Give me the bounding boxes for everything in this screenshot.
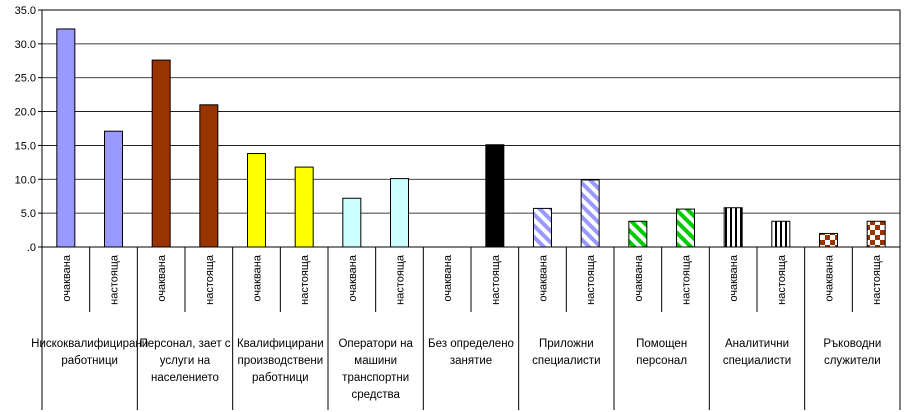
- y-tick-label: 30.0: [15, 39, 36, 51]
- sub-category-label: настояща: [871, 254, 883, 305]
- sub-category-label: очаквана: [728, 254, 740, 301]
- gridlines: [42, 9, 900, 214]
- bar: [56, 28, 76, 248]
- group-label: производствени: [237, 355, 323, 367]
- bar: [533, 207, 552, 248]
- group-label: средства: [351, 389, 400, 401]
- bar: [580, 179, 600, 248]
- y-tick-label: 20.0: [15, 107, 36, 119]
- bar: [390, 178, 409, 248]
- group-label: занятие: [450, 355, 492, 367]
- group-label: машини: [354, 355, 397, 367]
- sub-category-label: очаквана: [633, 254, 645, 301]
- sub-category-label: настояща: [109, 254, 121, 305]
- group-label: Помощен: [636, 338, 687, 350]
- group-label: Аналитични: [725, 338, 789, 350]
- group-label: специалисти: [723, 355, 791, 367]
- sub-category-label: настояща: [395, 254, 407, 305]
- group-label: специалисти: [532, 355, 600, 367]
- bar: [676, 208, 695, 248]
- y-tick-label: 10.0: [15, 174, 36, 186]
- bar: [247, 153, 266, 248]
- y-tick-label: 15.0: [15, 140, 36, 152]
- sub-category-label: очаквана: [824, 254, 836, 301]
- sub-category-label: настояща: [204, 254, 216, 305]
- group-label: работници: [61, 355, 118, 367]
- group-label: служители: [824, 355, 881, 367]
- group-label: Оператори на: [338, 338, 413, 350]
- bar: [771, 220, 791, 248]
- group-label: Персонал, зает с: [139, 338, 230, 350]
- bar: [104, 130, 123, 248]
- y-tick-label: 35.0: [15, 5, 36, 17]
- sub-category-label: настояща: [490, 254, 502, 305]
- y-tick-label: 25.0: [15, 73, 36, 85]
- group-label: транспортни: [342, 372, 409, 384]
- group-label: Ръководни: [823, 338, 881, 350]
- sub-category-label: настояща: [776, 254, 788, 305]
- bar: [866, 220, 886, 248]
- bar: [723, 207, 743, 248]
- group-label: Квалифицирани: [237, 338, 324, 350]
- plot-frame: [41, 9, 901, 248]
- group-label: Приложни: [539, 338, 594, 350]
- bar: [294, 166, 314, 248]
- group-label: Без определено: [428, 338, 514, 350]
- sub-category-label: настояща: [681, 254, 693, 305]
- bars: [56, 28, 886, 248]
- bar: [199, 104, 219, 248]
- bar: [628, 220, 648, 248]
- sub-category-label: очаквана: [156, 254, 168, 301]
- sub-category-label: очаквана: [538, 254, 550, 301]
- group-label: работници: [252, 372, 309, 384]
- sub-category-label: очаквана: [347, 254, 359, 301]
- bar: [342, 197, 362, 248]
- bar: [819, 232, 838, 248]
- group-label: Нискоквалифицирани: [31, 338, 148, 350]
- y-tick-label: .0: [27, 242, 36, 254]
- group-label: персонал: [636, 355, 687, 367]
- sub-category-label: очаквана: [61, 254, 73, 301]
- labels: .0 5.0 10.0 15.0 20.0 25.0 30.0 35.0 очаквана нас…: [15, 5, 884, 401]
- sub-category-label: настояща: [299, 254, 311, 305]
- bar: [485, 144, 505, 248]
- bar: [151, 59, 171, 248]
- y-tick-label: 5.0: [21, 208, 36, 220]
- group-label: населението: [151, 372, 219, 384]
- group-label: услуги на: [160, 355, 211, 367]
- sub-category-label: очаквана: [442, 254, 454, 301]
- sub-category-label: настояща: [585, 254, 597, 305]
- sub-category-label: очаквана: [252, 254, 264, 301]
- axes: [38, 9, 901, 410]
